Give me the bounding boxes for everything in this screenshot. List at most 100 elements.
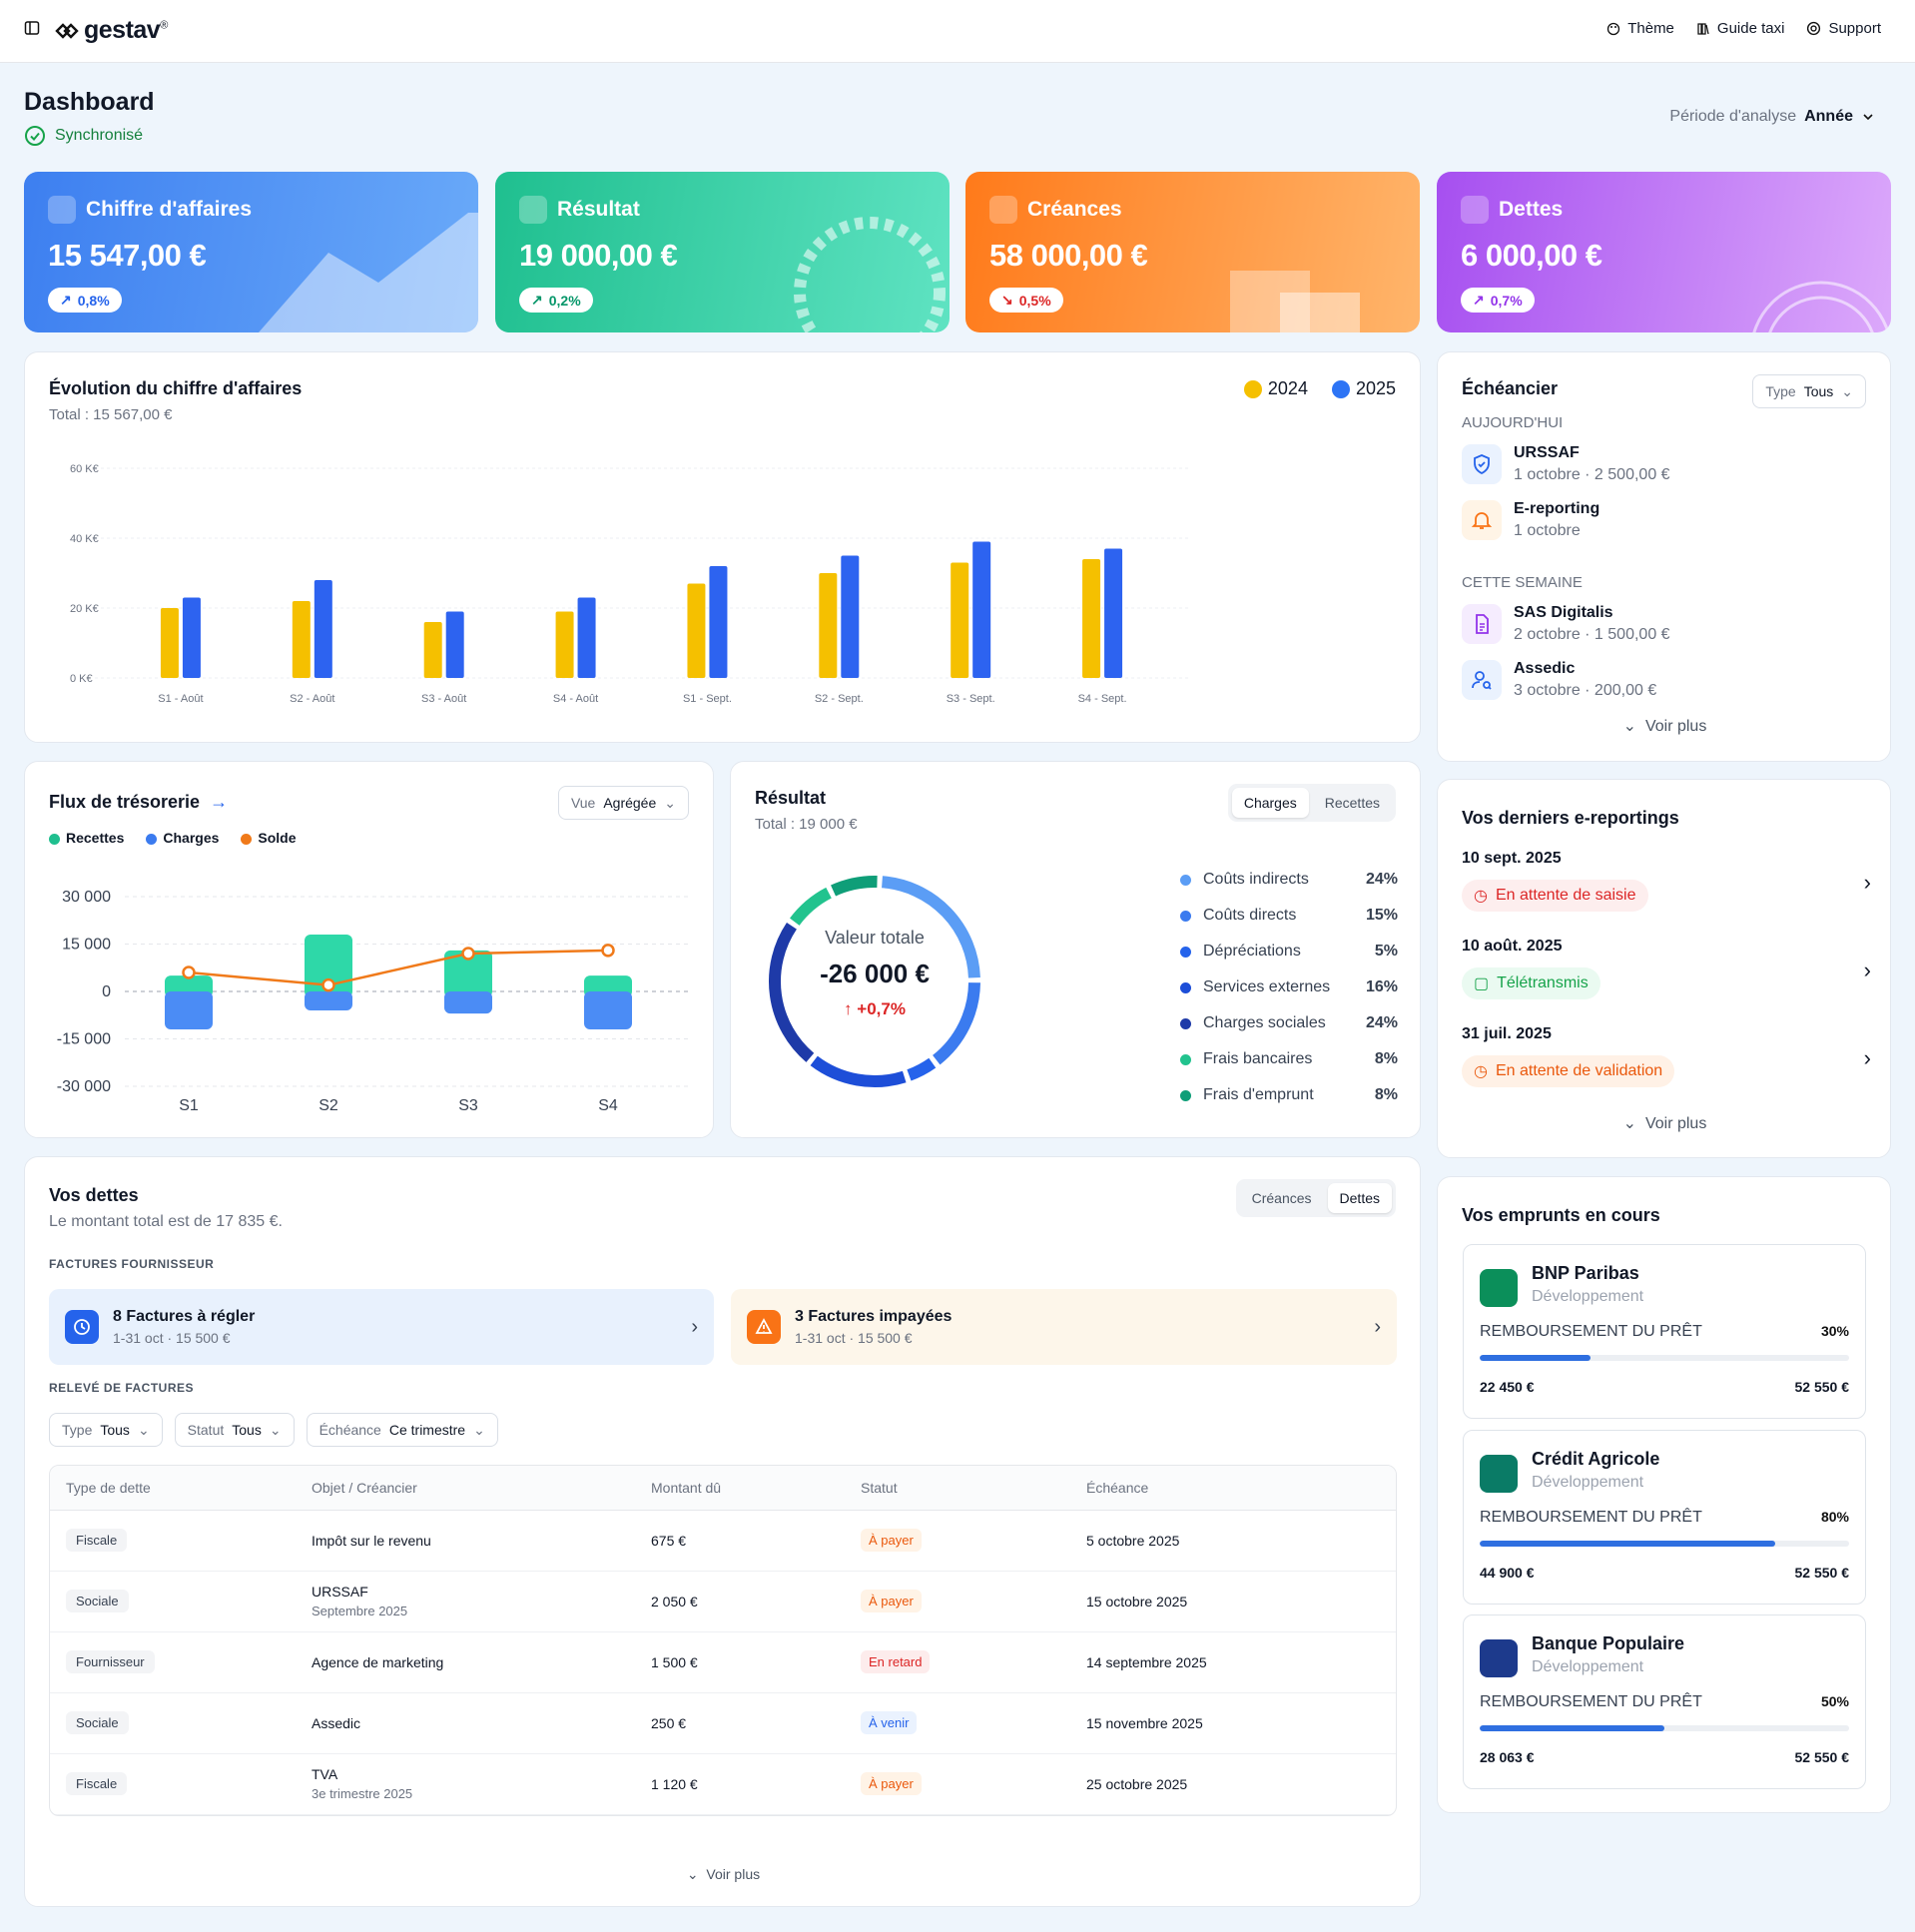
flux-title[interactable]: Flux de trésorerie → (49, 792, 229, 812)
echeancier-item[interactable]: E-reporting 1 octobre (1462, 500, 1599, 540)
trend-up-icon: ↗ (531, 292, 543, 308)
loan-card[interactable]: BNP Paribas Développement REMBOURSEMENT DU… (1463, 1244, 1866, 1419)
filter-statut[interactable]: Statut Tous ⌄ (174, 1413, 295, 1447)
loan-card[interactable]: Banque Populaire Développement REMBOURSEME… (1463, 1614, 1866, 1789)
flux-vue-filter[interactable]: Vue Agrégée ⌄ (557, 786, 689, 820)
emprunts-title: Vos emprunts en cours (1462, 1205, 1660, 1225)
echeancier-card: Échéancier Type Tous ⌄ AUJOURD'HUI URSSAF 1… (1437, 351, 1891, 762)
resultat-tabs: Charges Recettes (1227, 784, 1396, 822)
ca-chart-legend: 2024 2025 (1243, 378, 1396, 399)
status-badge: ▢ Télétransmis (1462, 967, 1600, 999)
solde-point (601, 944, 615, 958)
loan-purpose: Développement (1532, 1288, 1644, 1305)
debt-object: TVA (312, 1766, 338, 1782)
debt-type-tag: Fiscale (66, 1772, 128, 1795)
bar-2025 (445, 611, 464, 678)
nav-theme[interactable]: Thème (1606, 20, 1674, 37)
kpi-card-chiffre-affaires[interactable]: Chiffre d'affaires 15 547,00 € ↗ 0,8% (24, 172, 478, 332)
tab-recettes[interactable]: Recettes (1324, 795, 1380, 811)
bar-2025 (314, 580, 332, 678)
palette-icon (1607, 22, 1620, 35)
bank-logo-icon (1480, 1455, 1518, 1493)
loan-total: 52 550 € (1794, 1565, 1850, 1581)
kpi-value: 15 547,00 € (48, 238, 207, 273)
top-nav: Thème Guide taxi Support (1606, 20, 1881, 37)
status-badge: À venir (861, 1711, 918, 1734)
ereport-item[interactable]: 10 sept. 2025 ◷ En attente de saisie › (1462, 850, 1871, 912)
legend-charges[interactable]: Charges (146, 830, 219, 846)
table-row[interactable]: Sociale URSSAF Septembre 2025 2 050 € À paye… (50, 1571, 1396, 1632)
chevron-right-icon[interactable]: › (1863, 958, 1871, 982)
donut-slice (810, 1055, 907, 1087)
echeancier-type-filter[interactable]: Type Tous ⌄ (1752, 374, 1866, 408)
tab-creances[interactable]: Créances (1251, 1190, 1312, 1206)
solde-point (182, 966, 196, 979)
table-row[interactable]: Sociale Assedic 250 € À venir 15 novembre 20… (50, 1692, 1396, 1754)
donut-value: -26 000 € (820, 959, 930, 988)
dettes-filters: Type Tous ⌄ Statut Tous ⌄ Échéance Ce trimest… (49, 1413, 498, 1447)
tab-dettes[interactable]: Dettes (1327, 1183, 1392, 1213)
kpi-value: 19 000,00 € (519, 238, 678, 273)
echeancier-more-button[interactable]: ⌄ Voir plus (1622, 718, 1707, 735)
dettes-more-button[interactable]: ⌄ Voir plus (686, 1866, 761, 1882)
filter-echeance[interactable]: Échéance Ce trimestre ⌄ (306, 1413, 498, 1447)
y-tick-label: 0 K€ (70, 673, 93, 685)
debt-due: 15 octobre 2025 (1086, 1571, 1396, 1632)
chevron-right-icon[interactable]: › (1863, 1045, 1871, 1070)
filter-type[interactable]: Type Tous ⌄ (49, 1413, 163, 1447)
period-selector[interactable]: Période d'analyse Année (1669, 108, 1875, 126)
nav-support[interactable]: Support (1806, 20, 1881, 37)
echeancier-item[interactable]: Assedic 3 octobre · 200,00 € (1462, 660, 1656, 700)
chevron-right-icon[interactable]: › (1863, 870, 1871, 895)
loan-card[interactable]: Crédit Agricole Développement REMBOURSEMEN… (1463, 1430, 1866, 1605)
bar-2025 (972, 541, 991, 678)
sync-status: Synchronisé (24, 125, 143, 147)
echeancier-item[interactable]: SAS Digitalis 2 octobre · 1 500,00 € (1462, 604, 1670, 644)
kpi-card-resultat[interactable]: Résultat 19 000,00 € ↗ 0,2% (495, 172, 950, 332)
col-objet: Objet / Créancier (312, 1466, 651, 1511)
factures-impayees-box[interactable]: 3 Factures impayées 1-31 oct · 15 500 € › (731, 1289, 1397, 1365)
kpi-decor-ring-icon (794, 217, 946, 332)
kpi-badge: ↗ 0,8% (48, 288, 122, 313)
kpi-value: 58 000,00 € (989, 238, 1148, 273)
legend-solde[interactable]: Solde (241, 830, 297, 846)
ca-chart-card: Évolution du chiffre d'affaires Total : … (24, 351, 1421, 743)
bar-2024 (951, 562, 969, 678)
legend-2024[interactable]: 2024 (1243, 378, 1308, 399)
arrow-right-icon: → (210, 792, 229, 812)
loan-percent: 50% (1820, 1693, 1849, 1709)
factures-a-regler-box[interactable]: 8 Factures à régler 1-31 oct · 15 500 € › (49, 1289, 714, 1365)
sidebar-toggle-icon[interactable] (24, 20, 40, 41)
resultat-donut-chart (769, 876, 980, 1087)
status-badge: ◷ En attente de validation (1462, 1055, 1675, 1087)
chevron-down-icon: ⌄ (686, 1866, 699, 1882)
loan-paid: 28 063 € (1480, 1749, 1535, 1765)
echeancier-item[interactable]: URSSAF 1 octobre · 2 500,00 € (1462, 444, 1670, 484)
clock-icon: ◷ (1474, 888, 1488, 905)
donut-slice (769, 922, 815, 1062)
chevron-down-icon (1863, 114, 1873, 121)
kpi-card-creances[interactable]: Créances 58 000,00 € ↘ 0,5% (965, 172, 1420, 332)
x-tick-label: S3 (458, 1097, 478, 1114)
ereport-item[interactable]: 31 juil. 2025 ◷ En attente de validation … (1462, 1025, 1871, 1087)
legend-2025[interactable]: 2025 (1331, 378, 1396, 399)
logo[interactable]: gestav® (54, 16, 168, 45)
legend-recettes[interactable]: Recettes (49, 830, 124, 846)
kpi-card-dettes[interactable]: Dettes 6 000,00 € ↗ 0,7% (1437, 172, 1891, 332)
donut-slice (907, 1057, 937, 1081)
coins-icon (519, 196, 547, 224)
ereport-item[interactable]: 10 août. 2025 ▢ Télétransmis › (1462, 938, 1871, 999)
ereport-more-button[interactable]: ⌄ Voir plus (1622, 1115, 1707, 1132)
tab-charges[interactable]: Charges (1231, 788, 1309, 818)
table-row[interactable]: Fiscale TVA 3e trimestre 2025 1 120 € À paye… (50, 1753, 1396, 1815)
trend-down-icon: ↘ (1001, 292, 1013, 308)
col-type: Type de dette (50, 1466, 312, 1511)
table-row[interactable]: Fournisseur Agence de marketing 1 500 € En … (50, 1631, 1396, 1693)
bar-charges (165, 991, 213, 1029)
loan-progress-bar (1480, 1355, 1849, 1361)
col-montant: Montant dû (651, 1466, 861, 1511)
bar-2024 (292, 601, 311, 678)
debt-type-tag: Fiscale (66, 1529, 128, 1552)
nav-guide[interactable]: Guide taxi (1696, 20, 1784, 37)
table-row[interactable]: Fiscale Impôt sur le revenu 675 € À payer 5 … (50, 1510, 1396, 1572)
